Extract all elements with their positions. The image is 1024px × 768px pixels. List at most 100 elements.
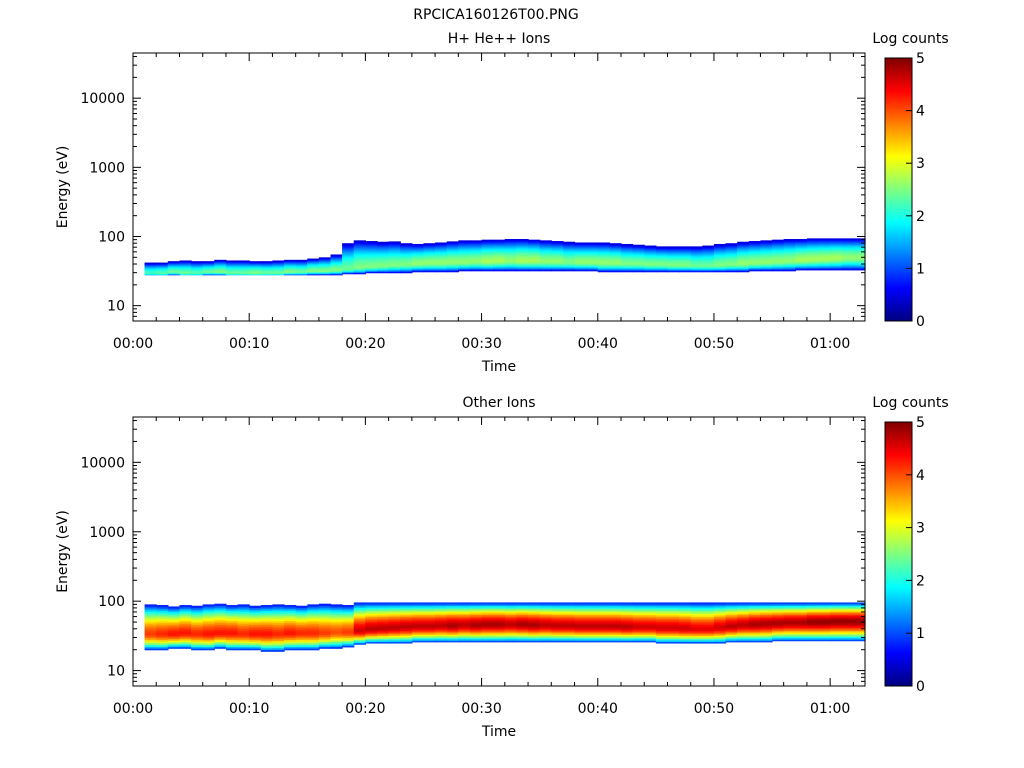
heatmap-cell bbox=[679, 613, 692, 616]
heatmap-cell bbox=[551, 247, 564, 250]
heatmap-cell bbox=[318, 624, 332, 627]
heatmap-cell bbox=[539, 255, 552, 258]
heatmap-cell bbox=[702, 641, 715, 644]
heatmap-cell bbox=[772, 258, 785, 261]
heatmap-cell bbox=[679, 259, 692, 261]
heatmap-cell bbox=[481, 251, 494, 254]
heatmap-cell bbox=[423, 246, 436, 249]
heatmap-cell bbox=[493, 259, 506, 262]
heatmap-cell bbox=[830, 614, 843, 617]
heatmap-cell bbox=[435, 255, 448, 258]
heatmap-cell bbox=[481, 244, 494, 247]
heatmap-cell bbox=[330, 267, 343, 270]
heatmap-cell bbox=[295, 632, 308, 636]
heatmap-cell bbox=[783, 246, 796, 249]
heatmap-cell bbox=[423, 617, 436, 620]
heatmap-cell bbox=[748, 244, 762, 247]
y-tick-label: 10000 bbox=[80, 455, 125, 471]
heatmap-cell bbox=[737, 244, 750, 246]
heatmap-cell bbox=[841, 603, 854, 606]
heatmap-cell bbox=[167, 608, 181, 611]
heatmap-cell bbox=[806, 249, 820, 252]
heatmap-cell bbox=[342, 619, 355, 622]
heatmap-cell bbox=[586, 264, 599, 266]
heatmap-cell bbox=[760, 245, 773, 247]
heatmap-cell bbox=[760, 605, 773, 608]
heatmap-cell bbox=[725, 259, 738, 262]
heatmap-cell bbox=[795, 261, 808, 264]
heatmap-cell bbox=[214, 646, 227, 649]
heatmap-cell bbox=[469, 254, 483, 257]
heatmap-cell bbox=[365, 251, 378, 254]
heatmap-cell bbox=[377, 625, 390, 628]
heatmap-cell bbox=[830, 633, 843, 636]
heatmap-cell bbox=[458, 261, 471, 264]
heatmap-cell bbox=[621, 248, 634, 250]
heatmap-cell bbox=[202, 625, 215, 628]
heatmap-cell bbox=[621, 263, 634, 265]
heatmap-cell bbox=[841, 617, 854, 620]
heatmap-cell bbox=[621, 613, 634, 616]
heatmap-cell bbox=[528, 603, 541, 607]
heatmap-cell bbox=[237, 620, 250, 623]
heatmap-cell bbox=[179, 624, 192, 628]
heatmap-cell bbox=[342, 630, 355, 633]
heatmap-cell bbox=[249, 626, 262, 629]
heatmap-cell bbox=[597, 264, 610, 267]
heatmap-cell bbox=[806, 612, 820, 615]
heatmap-cell bbox=[225, 613, 239, 616]
heatmap-cell bbox=[435, 632, 448, 635]
heatmap-cell bbox=[272, 609, 285, 613]
heatmap-cell bbox=[237, 614, 250, 618]
heatmap-cell bbox=[841, 615, 854, 618]
heatmap-cell bbox=[272, 607, 285, 611]
heatmap-cell bbox=[725, 268, 738, 271]
heatmap-cell bbox=[748, 620, 762, 623]
heatmap-cell bbox=[609, 245, 622, 248]
heatmap-cell bbox=[609, 251, 622, 254]
heatmap-cell bbox=[772, 609, 785, 612]
heatmap-cell bbox=[504, 268, 518, 271]
heatmap-cell bbox=[586, 628, 599, 631]
heatmap-cell bbox=[516, 241, 529, 244]
heatmap-cell bbox=[167, 620, 181, 624]
heatmap-cell bbox=[655, 247, 669, 249]
heatmap-cell bbox=[830, 615, 843, 618]
heatmap-cell bbox=[690, 627, 703, 630]
heatmap-cell bbox=[423, 613, 436, 616]
heatmap-cell bbox=[841, 268, 854, 271]
heatmap-cell bbox=[365, 611, 378, 614]
heatmap-cell bbox=[214, 636, 227, 639]
heatmap-cell bbox=[435, 264, 448, 267]
heatmap-cell bbox=[760, 631, 773, 634]
heatmap-cell bbox=[156, 618, 169, 622]
heatmap-cell bbox=[806, 257, 820, 260]
heatmap-cell bbox=[481, 265, 494, 268]
heatmap-cell bbox=[318, 273, 332, 275]
heatmap-cell bbox=[562, 252, 576, 255]
heatmap-cell bbox=[237, 634, 250, 637]
heatmap-cell bbox=[469, 249, 483, 252]
heatmap-cell bbox=[504, 269, 518, 272]
heatmap-cell bbox=[853, 241, 866, 244]
heatmap-cell bbox=[574, 259, 587, 262]
heatmap-cell bbox=[516, 609, 529, 613]
x-axis-label: Time bbox=[481, 359, 516, 375]
heatmap-cell bbox=[702, 627, 715, 630]
heatmap-cell bbox=[690, 265, 703, 268]
heatmap-cell bbox=[260, 647, 274, 651]
heatmap-cell bbox=[679, 622, 692, 625]
heatmap-cell bbox=[748, 243, 762, 246]
heatmap-cell bbox=[795, 249, 808, 252]
heatmap-cell bbox=[249, 639, 262, 642]
heatmap-cell bbox=[795, 240, 808, 242]
heatmap-cell bbox=[783, 260, 796, 263]
heatmap-cell bbox=[423, 625, 436, 628]
heatmap-cell bbox=[179, 613, 192, 616]
heatmap-cell bbox=[772, 245, 785, 248]
heatmap-cell bbox=[783, 625, 796, 629]
heatmap-cell bbox=[260, 645, 274, 649]
heatmap-cell bbox=[772, 608, 785, 611]
heatmap-cell bbox=[539, 268, 552, 271]
heatmap-cell bbox=[772, 264, 785, 267]
